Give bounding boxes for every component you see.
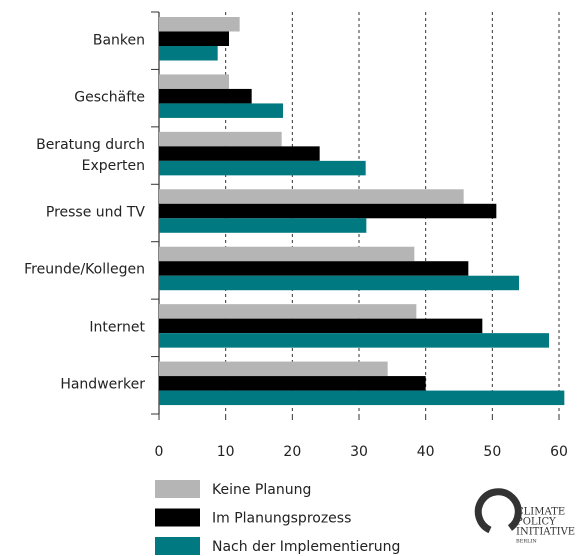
- logo: CLIMATE POLICY INITIATIVE BERLIN: [474, 488, 575, 545]
- logo-text: POLICY: [516, 517, 556, 528]
- category-label: Banken: [92, 32, 145, 49]
- x-tick-label: 40: [417, 444, 435, 460]
- category-label: Handwerker: [60, 376, 145, 393]
- bar: [159, 376, 426, 391]
- legend-swatch: [155, 508, 200, 527]
- bar: [159, 131, 282, 147]
- bar: [159, 88, 252, 104]
- legend-label: Nach der Implementierung: [212, 539, 400, 555]
- bar: [159, 46, 218, 61]
- bar: [159, 146, 320, 161]
- category-label: Geschäfte: [74, 89, 145, 106]
- legend-swatch: [155, 480, 200, 498]
- bar: [159, 333, 549, 348]
- logo-text: BERLIN: [516, 539, 537, 545]
- x-tick-label: 10: [217, 444, 235, 460]
- logo-text: CLIMATE: [516, 507, 565, 518]
- bar: [159, 74, 229, 89]
- bar: [159, 390, 565, 406]
- logo-text: INITIATIVE: [516, 527, 575, 538]
- bar: [159, 218, 367, 233]
- bar: [159, 189, 464, 204]
- x-tick-label: 60: [550, 444, 568, 460]
- bar: [159, 160, 366, 176]
- bar: [159, 261, 469, 276]
- bar: [159, 304, 417, 319]
- legend-label: Im Planungsprozess: [212, 511, 351, 527]
- category-label: Beratung durch Experten: [36, 136, 145, 174]
- bar: [159, 31, 229, 46]
- bar: [159, 318, 483, 334]
- bar: [159, 203, 497, 219]
- category-label: Presse und TV: [45, 204, 145, 221]
- bar: [159, 246, 415, 262]
- bar: [159, 17, 240, 32]
- x-tick-label: 30: [350, 444, 368, 460]
- category-label: Internet: [89, 319, 145, 336]
- bar: [159, 275, 519, 291]
- bar: [159, 103, 283, 118]
- category-label: Freunde/Kollegen: [24, 261, 145, 278]
- logo-mark: [474, 488, 522, 534]
- legend-swatch: [155, 537, 200, 555]
- bar: [159, 361, 388, 377]
- legend-label: Keine Planung: [212, 482, 311, 498]
- x-tick-label: 20: [283, 444, 301, 460]
- x-tick-label: 0: [155, 444, 164, 460]
- x-tick-label: 50: [483, 444, 501, 460]
